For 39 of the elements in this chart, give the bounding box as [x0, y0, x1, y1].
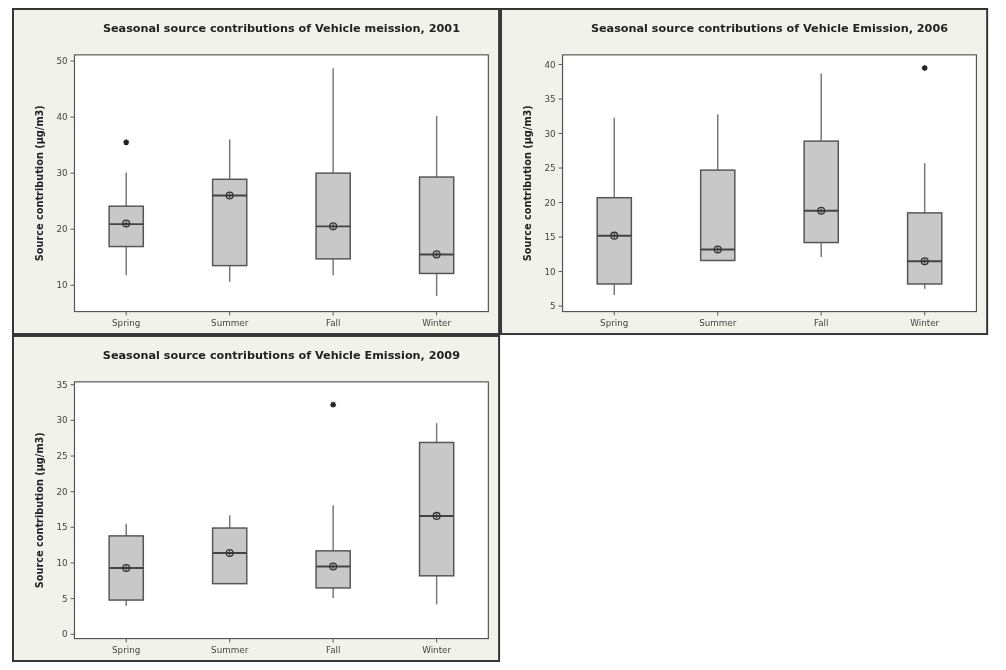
y-tick-label: 50 [56, 56, 68, 67]
y-tick-label: 35 [56, 379, 68, 390]
y-tick-label: 25 [544, 163, 556, 174]
x-tick-label: Fall [325, 318, 341, 329]
y-tick-label: 15 [56, 522, 68, 533]
y-axis-title: Source contribution (µg/m3) [34, 105, 46, 262]
y-tick-label: 10 [544, 266, 556, 277]
y-tick-label: 35 [544, 94, 556, 105]
y-tick-label: 0 [62, 629, 68, 640]
y-tick-label: 10 [56, 280, 68, 291]
x-tick-label: Summer [699, 318, 737, 329]
y-tick-label: 20 [56, 486, 68, 497]
y-tick-label: 5 [550, 301, 556, 312]
y-tick-label: 30 [544, 128, 556, 139]
y-tick-label: 15 [544, 232, 556, 243]
chart-title: Seasonal source contributions of Vehicle meission, 2001 [102, 22, 461, 36]
x-tick-label: Winter [422, 645, 452, 656]
chart-title: Seasonal source contributions of Vehicle Emission, 2009 [102, 349, 461, 363]
x-tick-label: Summer [211, 318, 249, 329]
x-tick-label: Winter [422, 318, 452, 329]
y-axis-title: Source contribution (µg/m3) [522, 105, 534, 262]
y-axis-title: Source contribution (µg/m3) [34, 432, 46, 589]
y-tick-label: 20 [544, 197, 556, 208]
x-tick-label: Winter [910, 318, 940, 329]
y-tick-label: 25 [56, 451, 68, 462]
x-tick-label: Fall [325, 645, 341, 656]
x-tick-label: Summer [211, 645, 249, 656]
y-tick-label: 20 [56, 224, 68, 235]
x-tick-label: Spring [112, 645, 141, 656]
chart-title: Seasonal source contributions of Vehicle Emission, 2006 [590, 22, 949, 36]
y-tick-label: 40 [56, 112, 68, 123]
y-tick-label: 40 [544, 59, 556, 70]
y-tick-label: 30 [56, 168, 68, 179]
y-tick-label: 30 [56, 415, 68, 426]
y-tick-label: 5 [62, 593, 68, 604]
x-tick-label: Spring [112, 318, 141, 329]
y-tick-label: 10 [56, 558, 68, 569]
x-tick-label: Fall [813, 318, 829, 329]
x-tick-label: Spring [600, 318, 629, 329]
